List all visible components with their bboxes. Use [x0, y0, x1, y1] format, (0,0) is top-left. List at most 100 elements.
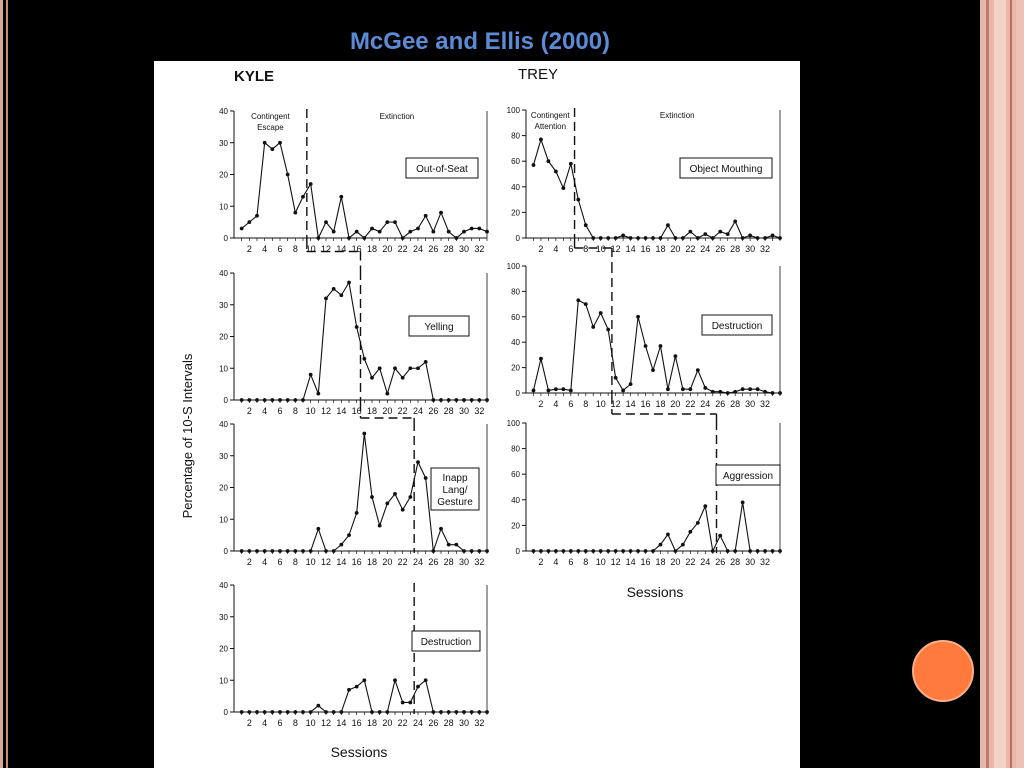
data-point — [568, 388, 573, 393]
x-tick-label: 18 — [655, 399, 665, 409]
data-point — [316, 236, 321, 240]
data-point — [393, 678, 397, 683]
data-point — [278, 140, 282, 145]
x-tick-label: 16 — [641, 557, 651, 567]
data-point — [446, 398, 451, 402]
data-point — [763, 549, 767, 553]
x-tick-label: 20 — [670, 244, 680, 254]
behavior-label: Aggression — [723, 471, 773, 482]
x-tick-label: 24 — [700, 557, 710, 567]
data-point — [462, 398, 466, 402]
series-line — [241, 141, 488, 240]
x-tick-label: 10 — [596, 244, 606, 254]
x-tick-label: 16 — [641, 244, 651, 254]
x-tick-label: 30 — [459, 718, 469, 728]
data-point — [439, 398, 443, 402]
x-tick-label: 20 — [382, 557, 392, 567]
x-tick-label: 28 — [730, 244, 740, 254]
x-tick-label: 2 — [247, 406, 252, 416]
data-point — [740, 387, 745, 392]
data-point — [331, 710, 336, 714]
data-point — [658, 542, 663, 547]
x-tick-label: 10 — [596, 399, 606, 409]
data-point — [636, 314, 640, 319]
x-tick-label: 8 — [293, 244, 298, 254]
data-point — [733, 549, 738, 553]
x-tick-label: 4 — [262, 718, 267, 728]
x-tick-label: 30 — [745, 557, 755, 567]
data-point — [400, 375, 405, 380]
x-tick-label: 26 — [715, 399, 725, 409]
data-point — [651, 236, 655, 240]
x-tick-label: 30 — [459, 244, 469, 254]
left-frame-stripe — [0, 0, 3, 768]
x-tick-label: 14 — [336, 718, 346, 728]
y-tick-label: 100 — [507, 106, 521, 115]
data-point — [377, 710, 382, 714]
data-point — [316, 526, 321, 531]
phase-label-baseline: Attention — [534, 122, 566, 131]
data-point — [270, 710, 275, 714]
data-point — [431, 710, 436, 714]
x-tick-label: 20 — [382, 406, 392, 416]
x-tick-label: 6 — [277, 244, 282, 254]
data-point — [293, 398, 298, 402]
data-point — [613, 375, 618, 380]
data-point — [598, 311, 603, 315]
x-tick-label: 24 — [700, 244, 710, 254]
behavior-label-box — [430, 467, 480, 511]
data-point — [301, 710, 305, 714]
data-point — [347, 280, 351, 285]
y-tick-label: 10 — [219, 364, 228, 373]
data-point — [324, 296, 328, 301]
data-point — [354, 511, 359, 515]
data-point — [239, 226, 244, 231]
data-point — [247, 549, 252, 553]
x-tick-label: 28 — [444, 718, 454, 728]
y-tick-label: 30 — [219, 139, 228, 148]
data-point — [606, 549, 611, 553]
y-tick-label: 20 — [511, 521, 520, 530]
data-point — [636, 549, 640, 553]
y-tick-label: 0 — [224, 234, 229, 243]
y-tick-label: 60 — [511, 157, 520, 166]
y-tick-label: 0 — [224, 547, 229, 556]
slide-title: McGee and Ellis (2000) — [349, 28, 611, 55]
data-point — [324, 549, 328, 553]
data-point — [416, 460, 420, 464]
data-point — [598, 549, 603, 553]
data-point — [393, 220, 397, 225]
x-tick-label: 8 — [583, 244, 588, 254]
x-tick-label: 32 — [474, 557, 484, 567]
x-tick-label: 18 — [655, 244, 665, 254]
data-point — [285, 710, 290, 714]
data-point — [748, 549, 753, 553]
data-point — [725, 232, 730, 237]
multi-panel-chart: KYLE TREY Percentage of 10-S Intervals S… — [180, 66, 782, 760]
data-point — [740, 236, 745, 240]
x-tick-label: 22 — [398, 718, 408, 728]
data-point — [393, 366, 397, 371]
y-tick-label: 100 — [507, 419, 521, 428]
data-point — [778, 549, 782, 553]
data-point — [748, 233, 753, 238]
x-tick-label: 6 — [568, 244, 573, 254]
data-point — [469, 398, 474, 402]
kyle-label: KYLE — [234, 68, 274, 85]
data-point — [680, 236, 685, 240]
data-point — [446, 542, 451, 547]
data-point — [553, 169, 558, 174]
x-tick-label: 22 — [685, 244, 695, 254]
x-tick-label: 26 — [428, 244, 438, 254]
x-tick-label: 10 — [306, 406, 316, 416]
data-point — [278, 549, 282, 553]
data-point — [725, 391, 730, 395]
data-point — [658, 344, 663, 348]
data-point — [462, 549, 466, 553]
data-point — [755, 236, 760, 240]
data-point — [531, 163, 536, 167]
x-tick-label: 28 — [730, 557, 740, 567]
data-point — [748, 387, 753, 392]
figure-panel: KYLE TREY Percentage of 10-S Intervals S… — [154, 61, 800, 768]
